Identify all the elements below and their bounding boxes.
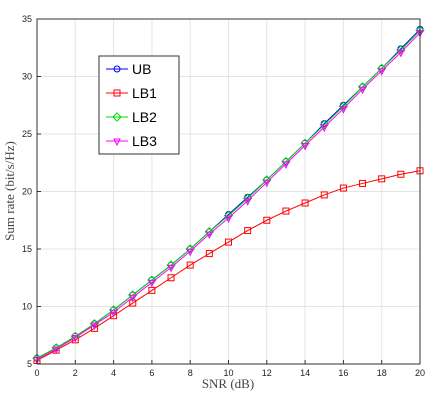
data-point-lb3 xyxy=(224,215,233,224)
data-point-lb2 xyxy=(357,82,368,92)
data-point-lb3 xyxy=(71,335,80,343)
y-tick-label: 30 xyxy=(22,72,32,82)
x-tick-label: 12 xyxy=(262,368,272,378)
x-tick-label: 16 xyxy=(338,368,348,378)
legend-marker-lb2 xyxy=(112,112,122,122)
y-tick-label: 10 xyxy=(22,302,32,312)
data-point-lb1 xyxy=(282,207,290,215)
data-point-lb3 xyxy=(90,322,99,331)
data-point-lb1 xyxy=(129,299,137,307)
data-point-lb3 xyxy=(148,279,156,288)
data-point-lb3 xyxy=(301,143,309,151)
data-point-lb1 xyxy=(244,227,252,235)
data-point-lb2 xyxy=(338,101,349,112)
x-tick-label: 6 xyxy=(149,368,154,378)
data-point-lb3 xyxy=(320,124,329,133)
legend-label-lb3: LB3 xyxy=(132,133,157,149)
data-point-lb1 xyxy=(378,175,386,183)
data-point-lb1 xyxy=(359,179,367,187)
series-line-lb1 xyxy=(36,170,421,361)
legend-item-lb3: LB3 xyxy=(106,133,157,149)
data-point-lb2 xyxy=(128,290,138,300)
data-point-lb2 xyxy=(396,45,406,55)
grid-lines xyxy=(36,18,421,365)
y-tick-label: 5 xyxy=(27,359,32,369)
tick-labels: 0 2 4 6 8 10 12 14 16 18 20 5 10 15 20 25 30 35 xyxy=(22,14,425,378)
x-tick-label: 2 xyxy=(73,368,78,378)
data-point-lb3 xyxy=(52,346,60,355)
data-point-lb3 xyxy=(262,179,271,188)
data-point-lb2 xyxy=(242,193,253,204)
data-point-lb3 xyxy=(205,231,214,240)
legend-marker-lb1 xyxy=(113,89,121,97)
data-point-lb2 xyxy=(319,120,329,130)
data-point-lb2 xyxy=(262,175,272,185)
x-tick-label: 4 xyxy=(111,368,116,378)
data-point-lb1 xyxy=(225,238,232,246)
data-point-lb1 xyxy=(397,170,405,178)
x-tick-label: 10 xyxy=(223,368,233,378)
data-point-lb2 xyxy=(108,305,119,315)
x-tick-label: 8 xyxy=(188,368,193,378)
y-tick-label: 35 xyxy=(22,14,32,24)
legend-marker-lb3 xyxy=(113,138,121,147)
data-point-lb2 xyxy=(185,244,195,254)
data-point-lb1 xyxy=(339,184,347,192)
data-point-lb3 xyxy=(377,68,386,76)
data-point-lb2 xyxy=(376,63,387,74)
legend-item-lb1: LB1 xyxy=(106,85,157,101)
data-point-lb2 xyxy=(204,227,215,237)
data-point-lb2 xyxy=(281,156,291,167)
data-point-lb3 xyxy=(128,294,137,303)
data-point-lb1 xyxy=(320,191,328,199)
data-point-lb1 xyxy=(301,199,309,207)
data-point-lb1 xyxy=(167,274,175,282)
y-tick-label: 15 xyxy=(22,244,32,254)
y-tick-label: 25 xyxy=(22,129,32,139)
data-point-lb3 xyxy=(397,49,405,58)
legend-item-lb2: LB2 xyxy=(106,109,157,125)
x-tick-label: 18 xyxy=(377,368,387,378)
data-point-lb1 xyxy=(263,216,271,224)
data-point-lb3 xyxy=(243,198,252,206)
y-axis-label: Sum rate (bit/s/Hz) xyxy=(2,141,17,241)
x-axis-label: SNR (dB) xyxy=(202,376,254,391)
x-tick-label: 14 xyxy=(300,368,310,378)
legend-marker-ub xyxy=(113,65,121,73)
legend-box xyxy=(98,55,180,155)
legend-label-lb1: LB1 xyxy=(132,85,157,101)
data-point-lb3 xyxy=(339,106,348,114)
data-point-lb2 xyxy=(223,210,234,221)
x-tick-label: 0 xyxy=(34,368,39,378)
data-point-lb3 xyxy=(167,264,175,273)
data-point-lb3 xyxy=(109,309,118,318)
data-point-lb2 xyxy=(300,138,310,148)
x-tick-label: 20 xyxy=(415,368,425,378)
data-point-lb3 xyxy=(186,248,195,257)
legend: UB LB1 LB2 LB3 xyxy=(98,55,180,155)
y-tick-label: 20 xyxy=(22,187,32,197)
data-point-lb2 xyxy=(166,260,176,270)
legend-label-lb2: LB2 xyxy=(132,109,157,125)
legend-item-ub: UB xyxy=(106,61,151,77)
data-point-lb3 xyxy=(358,86,367,95)
data-point-lb3 xyxy=(282,161,290,170)
data-point-lb1 xyxy=(186,261,194,269)
data-point-lb1 xyxy=(205,250,213,258)
data-point-lb2 xyxy=(147,275,157,285)
legend-label-ub: UB xyxy=(132,61,151,77)
series-line-lb3 xyxy=(36,32,421,360)
